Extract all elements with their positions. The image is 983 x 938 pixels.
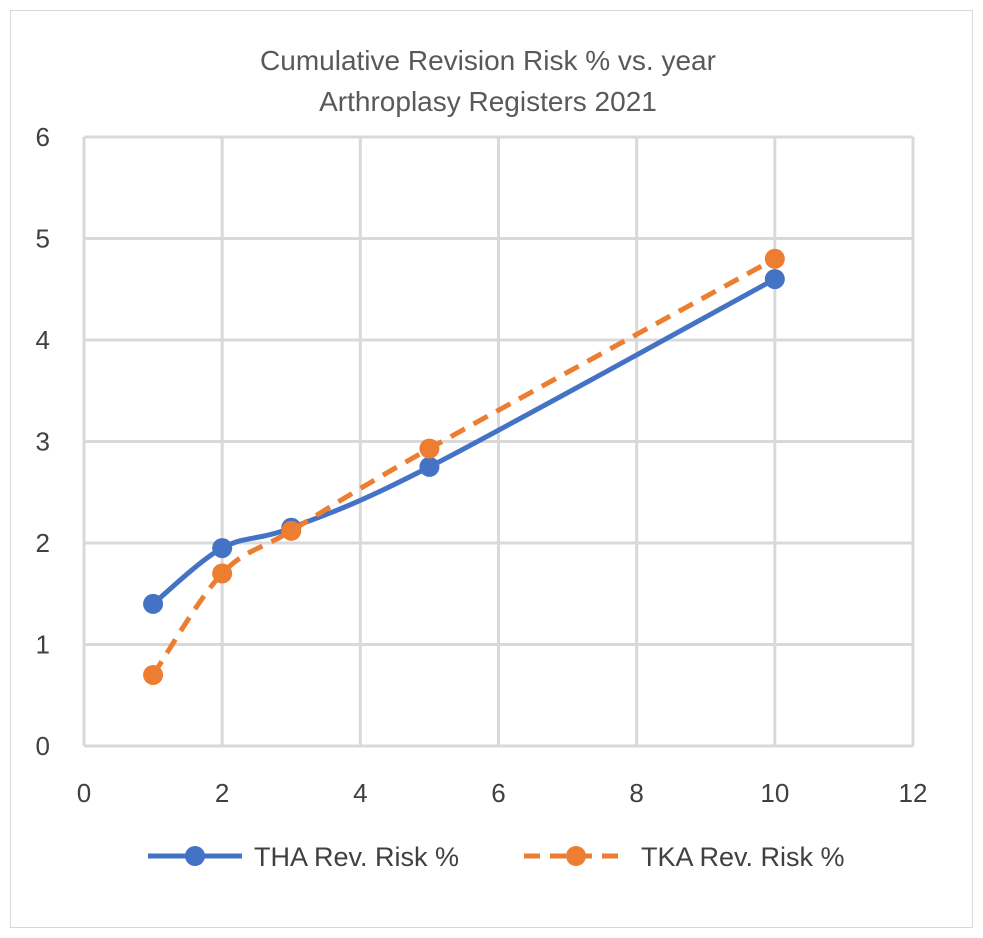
- y-tick-label: 4: [36, 325, 50, 355]
- y-tick-label: 5: [36, 224, 50, 254]
- data-point-1-4: [764, 248, 785, 269]
- x-tick-label: 4: [353, 778, 367, 808]
- chart-subtitle: Arthroplasy Registers 2021: [319, 86, 657, 117]
- legend-marker-0: [185, 846, 205, 866]
- legend-item-0: THA Rev. Risk %: [148, 842, 459, 872]
- chart-title: Cumulative Revision Risk % vs. year: [260, 45, 716, 76]
- data-point-0-1: [212, 538, 233, 559]
- chart-frame: [10, 10, 973, 928]
- legend: THA Rev. Risk % TKA Rev. Risk %: [148, 842, 845, 872]
- legend-marker-1: [566, 846, 586, 866]
- data-point-0-4: [764, 269, 785, 290]
- legend-item-1: TKA Rev. Risk %: [524, 842, 845, 872]
- y-tick-label: 3: [36, 427, 50, 457]
- data-point-1-3: [419, 438, 440, 459]
- y-tick-label: 2: [36, 528, 50, 558]
- data-point-1-2: [281, 520, 302, 541]
- x-tick-label: 10: [760, 778, 789, 808]
- x-tick-label: 12: [899, 778, 928, 808]
- legend-label-1: TKA Rev. Risk %: [641, 842, 845, 872]
- x-tick-label: 8: [629, 778, 643, 808]
- x-tick-label: 0: [77, 778, 91, 808]
- series-1: [143, 248, 785, 685]
- y-tick-label: 6: [36, 122, 50, 152]
- grid-lines: [82, 135, 915, 748]
- data-series: [143, 248, 785, 685]
- y-tick-label: 1: [36, 630, 50, 660]
- data-point-1-1: [212, 563, 233, 584]
- data-point-0-3: [419, 456, 440, 477]
- data-point-1-0: [143, 664, 164, 685]
- x-tick-label: 6: [491, 778, 505, 808]
- series-line-1: [151, 256, 777, 677]
- y-tick-label: 0: [36, 731, 50, 761]
- x-tick-label: 2: [215, 778, 229, 808]
- data-point-0-0: [143, 593, 164, 614]
- legend-label-0: THA Rev. Risk %: [254, 842, 459, 872]
